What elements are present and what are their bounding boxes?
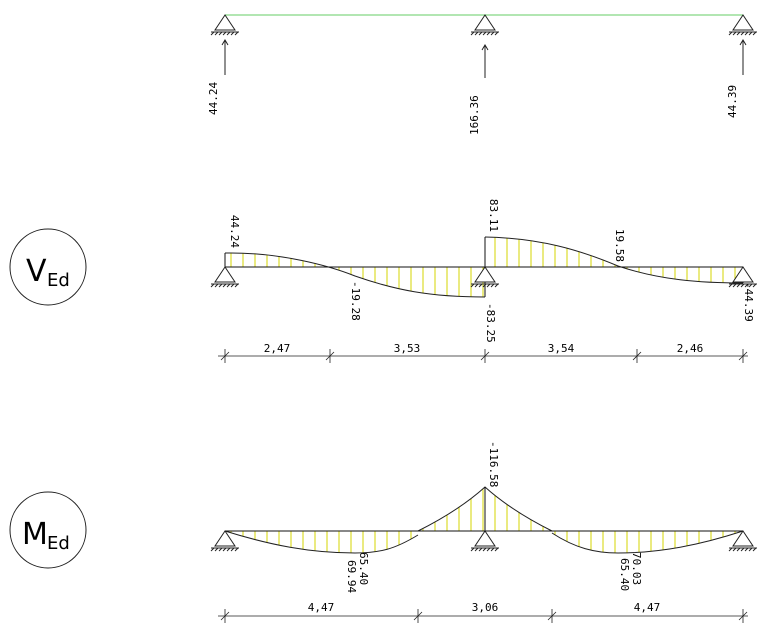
moment-label-sub: Ed: [47, 533, 70, 554]
shear-value-2: -19.28: [349, 281, 362, 321]
shear-support-middle: [470, 266, 500, 288]
shear-value-4: -83.25: [484, 303, 497, 343]
reaction-value-middle: 166.36: [468, 95, 481, 135]
moment-dimension-line: 4,47 3,06 4,47: [218, 601, 748, 623]
shear-dimension-line: 2,47 3,53 3,54 2,46: [218, 342, 748, 363]
shear-label-circle: [9, 228, 87, 306]
moment-value-4: 65.40: [618, 558, 631, 591]
support-right: [728, 14, 758, 36]
moment-curve-span2: [551, 530, 744, 554]
reactions-diagram: 44.24 166.36 44.39: [207, 14, 758, 135]
moment-value-5: 70.03: [630, 552, 643, 585]
shear-dim-4: 2,46: [677, 342, 704, 355]
shear-value-3: 83.11: [487, 199, 500, 232]
shear-value-5: 19.58: [613, 229, 626, 262]
moment-value-2: 65.40: [357, 552, 370, 585]
moment-hatch: [230, 489, 736, 553]
moment-section: M Ed -116.58 65.40 69.94 65.40 70.03 4,4…: [9, 441, 758, 623]
moment-value-1: -116.58: [487, 441, 500, 487]
moment-support-middle: [470, 530, 500, 552]
shear-dim-2: 3,53: [394, 342, 421, 355]
moment-dim-1: 4,47: [308, 601, 335, 614]
shear-label-sub: Ed: [47, 270, 70, 291]
support-middle: [470, 14, 500, 36]
shear-support-left: [210, 266, 240, 288]
reaction-value-left: 44.24: [207, 82, 220, 115]
moment-value-3: 69.94: [345, 560, 358, 593]
moment-dim-2: 3,06: [472, 601, 499, 614]
moment-label-circle: [9, 491, 87, 569]
shear-value-1: 44.24: [228, 215, 241, 248]
shear-section: V Ed 44.24 -19.28 83.11 -83.25 19.58 -44…: [9, 199, 758, 363]
support-left: [210, 14, 240, 36]
moment-label-main: M: [22, 517, 48, 552]
shear-curve-span2: [484, 236, 744, 284]
reaction-value-right: 44.39: [726, 85, 739, 118]
shear-dim-3: 3,54: [548, 342, 575, 355]
shear-value-6: -44.39: [742, 282, 755, 322]
shear-label-main: V: [26, 254, 47, 289]
shear-curve-span1: [224, 252, 486, 298]
shear-dim-1: 2,47: [264, 342, 291, 355]
moment-dim-3: 4,47: [634, 601, 661, 614]
moment-curve-span1: [224, 530, 419, 554]
